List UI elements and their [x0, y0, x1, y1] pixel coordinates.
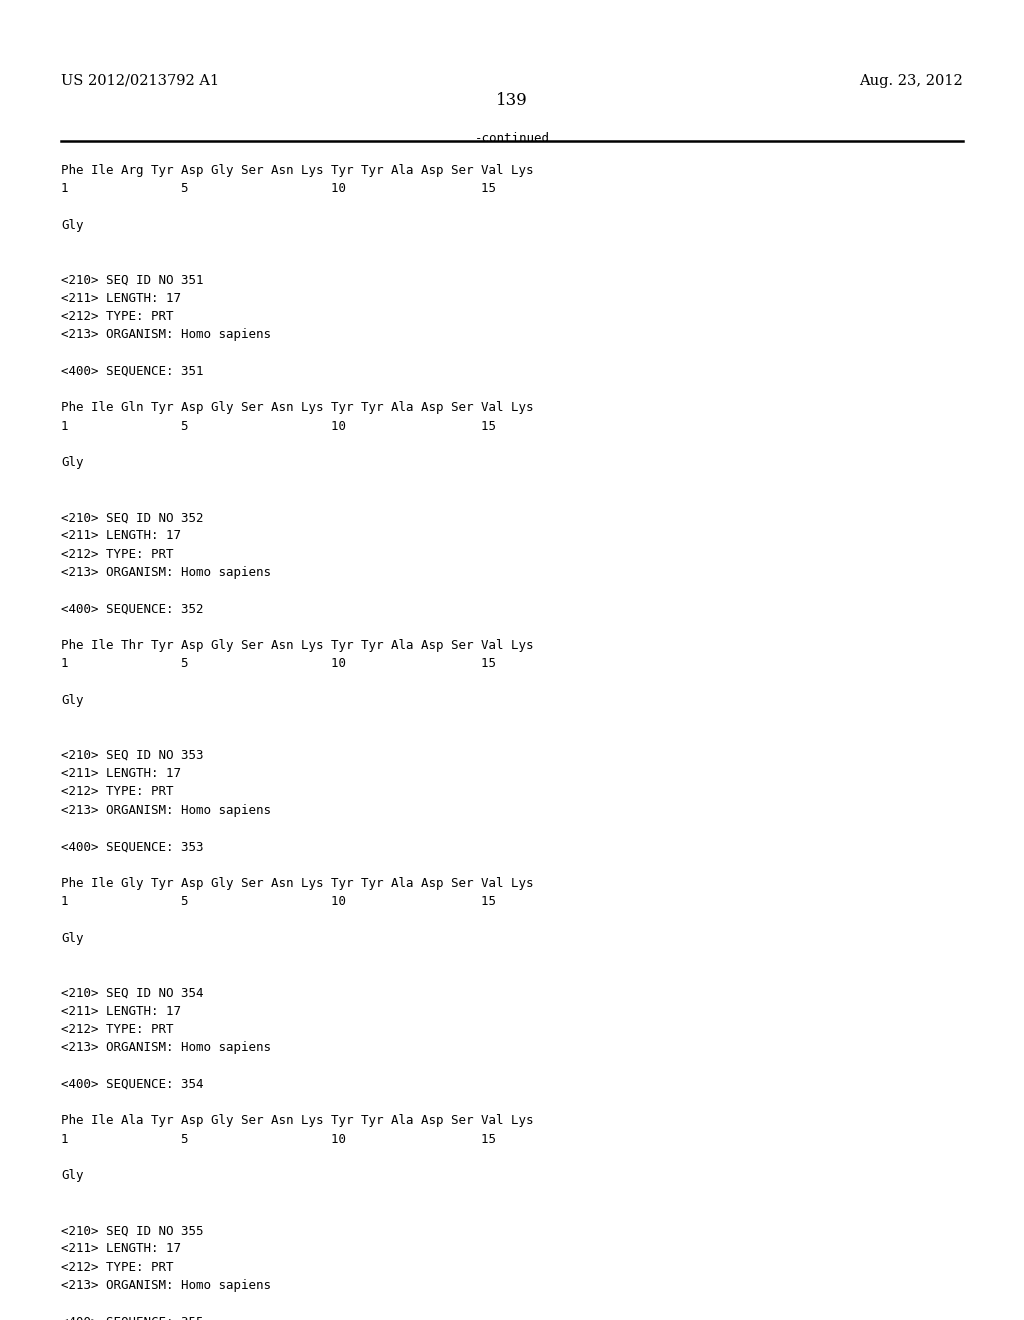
Text: <210> SEQ ID NO 352: <210> SEQ ID NO 352 — [61, 511, 204, 524]
Text: 139: 139 — [496, 92, 528, 110]
Text: 1               5                   10                  15: 1 5 10 15 — [61, 1133, 497, 1146]
Text: <212> TYPE: PRT: <212> TYPE: PRT — [61, 785, 174, 799]
Text: <210> SEQ ID NO 354: <210> SEQ ID NO 354 — [61, 986, 204, 999]
Text: Phe Ile Arg Tyr Asp Gly Ser Asn Lys Tyr Tyr Ala Asp Ser Val Lys: Phe Ile Arg Tyr Asp Gly Ser Asn Lys Tyr … — [61, 164, 534, 177]
Text: <212> TYPE: PRT: <212> TYPE: PRT — [61, 548, 174, 561]
Text: <211> LENGTH: 17: <211> LENGTH: 17 — [61, 1005, 181, 1018]
Text: Phe Ile Ala Tyr Asp Gly Ser Asn Lys Tyr Tyr Ala Asp Ser Val Lys: Phe Ile Ala Tyr Asp Gly Ser Asn Lys Tyr … — [61, 1114, 534, 1127]
Text: <210> SEQ ID NO 355: <210> SEQ ID NO 355 — [61, 1224, 204, 1237]
Text: Gly: Gly — [61, 1170, 84, 1183]
Text: <212> TYPE: PRT: <212> TYPE: PRT — [61, 1261, 174, 1274]
Text: Gly: Gly — [61, 932, 84, 945]
Text: <211> LENGTH: 17: <211> LENGTH: 17 — [61, 767, 181, 780]
Text: <400> SEQUENCE: 353: <400> SEQUENCE: 353 — [61, 840, 204, 853]
Text: <213> ORGANISM: Homo sapiens: <213> ORGANISM: Homo sapiens — [61, 804, 271, 817]
Text: Phe Ile Gln Tyr Asp Gly Ser Asn Lys Tyr Tyr Ala Asp Ser Val Lys: Phe Ile Gln Tyr Asp Gly Ser Asn Lys Tyr … — [61, 401, 534, 414]
Text: <213> ORGANISM: Homo sapiens: <213> ORGANISM: Homo sapiens — [61, 566, 271, 579]
Text: <211> LENGTH: 17: <211> LENGTH: 17 — [61, 292, 181, 305]
Text: <400> SEQUENCE: 354: <400> SEQUENCE: 354 — [61, 1078, 204, 1090]
Text: <210> SEQ ID NO 353: <210> SEQ ID NO 353 — [61, 748, 204, 762]
Text: 1               5                   10                  15: 1 5 10 15 — [61, 182, 497, 195]
Text: <210> SEQ ID NO 351: <210> SEQ ID NO 351 — [61, 273, 204, 286]
Text: 1               5                   10                  15: 1 5 10 15 — [61, 895, 497, 908]
Text: <212> TYPE: PRT: <212> TYPE: PRT — [61, 310, 174, 323]
Text: <400> SEQUENCE: 355: <400> SEQUENCE: 355 — [61, 1316, 204, 1320]
Text: <213> ORGANISM: Homo sapiens: <213> ORGANISM: Homo sapiens — [61, 329, 271, 341]
Text: <213> ORGANISM: Homo sapiens: <213> ORGANISM: Homo sapiens — [61, 1041, 271, 1055]
Text: US 2012/0213792 A1: US 2012/0213792 A1 — [61, 74, 219, 88]
Text: <212> TYPE: PRT: <212> TYPE: PRT — [61, 1023, 174, 1036]
Text: <211> LENGTH: 17: <211> LENGTH: 17 — [61, 529, 181, 543]
Text: <211> LENGTH: 17: <211> LENGTH: 17 — [61, 1242, 181, 1255]
Text: Phe Ile Thr Tyr Asp Gly Ser Asn Lys Tyr Tyr Ala Asp Ser Val Lys: Phe Ile Thr Tyr Asp Gly Ser Asn Lys Tyr … — [61, 639, 534, 652]
Text: <400> SEQUENCE: 351: <400> SEQUENCE: 351 — [61, 364, 204, 378]
Text: Gly: Gly — [61, 694, 84, 706]
Text: <400> SEQUENCE: 352: <400> SEQUENCE: 352 — [61, 602, 204, 615]
Text: Phe Ile Gly Tyr Asp Gly Ser Asn Lys Tyr Tyr Ala Asp Ser Val Lys: Phe Ile Gly Tyr Asp Gly Ser Asn Lys Tyr … — [61, 876, 534, 890]
Text: 1               5                   10                  15: 1 5 10 15 — [61, 657, 497, 671]
Text: Gly: Gly — [61, 457, 84, 469]
Text: -continued: -continued — [474, 132, 550, 145]
Text: <213> ORGANISM: Homo sapiens: <213> ORGANISM: Homo sapiens — [61, 1279, 271, 1292]
Text: 1               5                   10                  15: 1 5 10 15 — [61, 420, 497, 433]
Text: Gly: Gly — [61, 219, 84, 231]
Text: Aug. 23, 2012: Aug. 23, 2012 — [859, 74, 963, 88]
